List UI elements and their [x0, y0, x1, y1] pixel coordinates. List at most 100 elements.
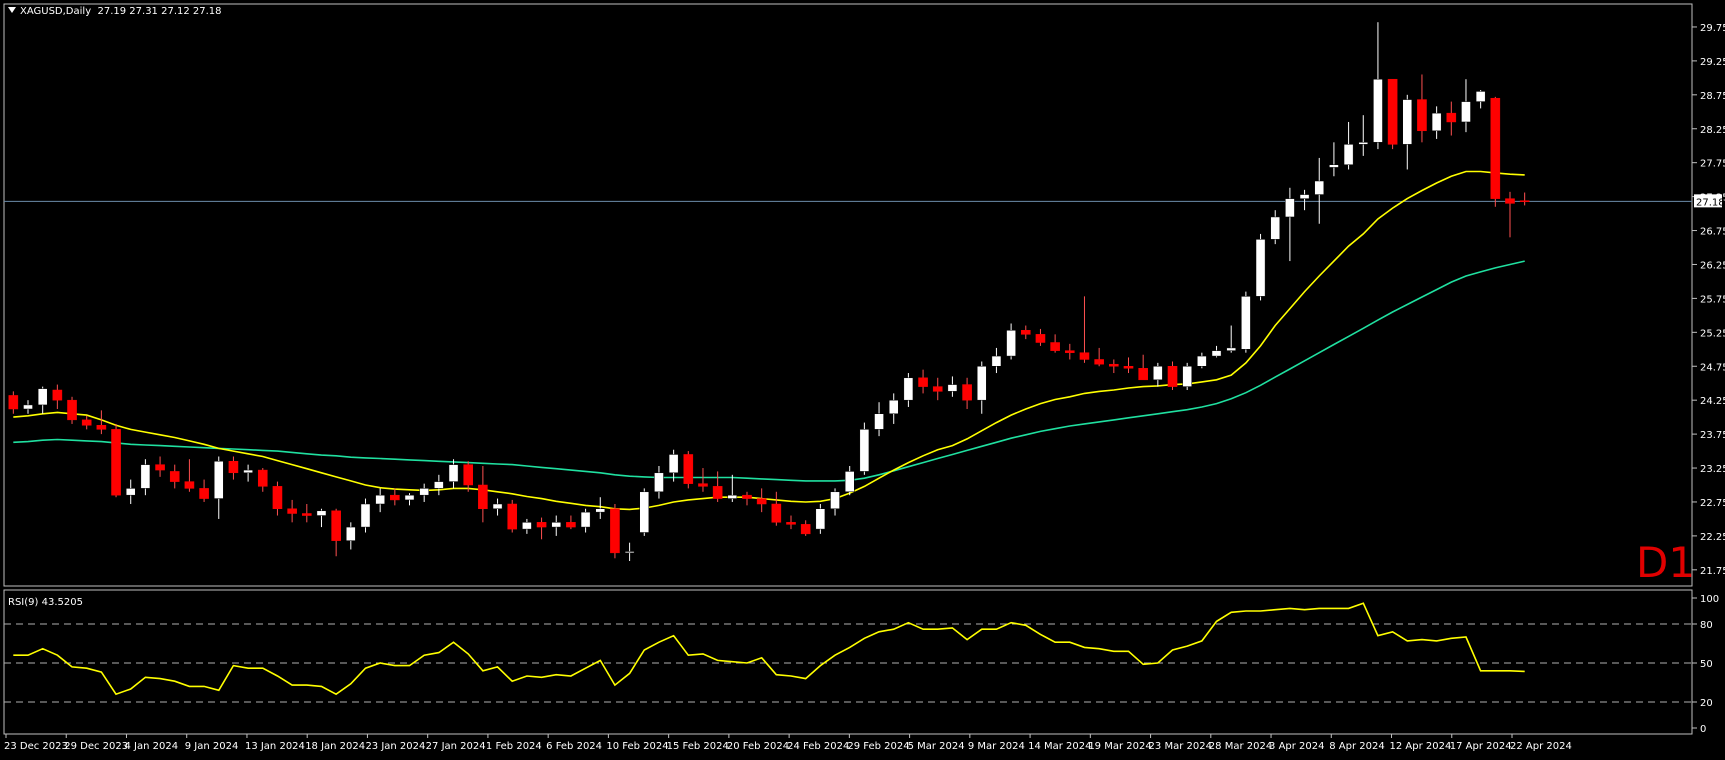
candle-bull: [1475, 91, 1486, 102]
date-tick-label: 23 Mar 2024: [1149, 741, 1212, 752]
rsi-tick-label: 20: [1700, 698, 1713, 709]
candle-bear: [507, 503, 518, 530]
date-tick-label: 8 Apr 2024: [1329, 741, 1384, 752]
candle-bear: [1079, 352, 1090, 360]
price-tick-label: 23.75: [1700, 430, 1725, 441]
date-tick-label: 23 Jan 2024: [365, 741, 425, 752]
candle-bull: [404, 494, 415, 501]
candle-bull: [434, 481, 444, 489]
candle-bear: [1064, 350, 1075, 353]
candle-bear: [331, 510, 341, 541]
date-tick-label: 15 Feb 2024: [667, 741, 729, 752]
candle-bull: [1241, 296, 1251, 350]
candle-bear: [228, 461, 239, 474]
candle-bull: [903, 377, 914, 401]
candle-bull: [947, 384, 958, 392]
candle-bull: [346, 526, 356, 541]
price-tick-label: 21.75: [1700, 566, 1725, 577]
candle-bear: [199, 488, 209, 499]
candle-bear: [1490, 97, 1501, 199]
candle-bull: [23, 404, 33, 410]
rsi-pane-frame: [3, 589, 1693, 735]
candle-bear: [1417, 99, 1427, 132]
candle-bear: [52, 389, 63, 401]
candle-bear: [67, 399, 77, 421]
candle-bear: [610, 508, 620, 554]
date-tick-label: 6 Feb 2024: [546, 741, 602, 752]
date-tick-label: 27 Jan 2024: [426, 741, 486, 752]
price-tick-label: 24.75: [1700, 362, 1725, 373]
date-tick-label: 9 Jan 2024: [185, 741, 239, 752]
candle-bull: [1461, 101, 1471, 123]
date-tick-label: 14 Mar 2024: [1028, 741, 1091, 752]
date-tick-label: 5 Mar 2024: [908, 741, 965, 752]
candle-bear: [478, 484, 488, 509]
price-tick-label: 29.75: [1700, 23, 1725, 34]
candle-bull: [976, 366, 987, 401]
candle-bear: [257, 469, 268, 487]
candle-bull: [654, 472, 664, 493]
candle-bull: [1182, 366, 1192, 387]
date-tick-label: 12 Apr 2024: [1390, 741, 1452, 752]
candle-bull: [1226, 347, 1237, 351]
ma-fast-line: [13, 170, 1525, 511]
candle-bear: [536, 522, 547, 528]
ma-slow-line: [13, 260, 1525, 482]
candle-bull: [1197, 355, 1207, 367]
candle-bull: [375, 494, 385, 505]
date-tick-label: 29 Feb 2024: [847, 741, 909, 752]
date-tick-label: 3 Apr 2024: [1269, 741, 1324, 752]
main-pane-frame: [3, 3, 1693, 587]
candle-bull: [844, 471, 855, 493]
date-tick-label: 29 Dec 2023: [64, 741, 128, 752]
rsi-tick-label: 100: [1700, 594, 1719, 605]
candle-bear: [8, 395, 19, 410]
candle-bull: [140, 464, 151, 489]
candle-bear: [1020, 330, 1031, 335]
last-price-tag: [1694, 194, 1722, 208]
candle-bull: [492, 503, 503, 509]
date-tick-label: 9 Mar 2024: [968, 741, 1025, 752]
candle-bear: [566, 522, 576, 528]
candle-bull: [316, 510, 327, 516]
date-tick-label: 19 Mar 2024: [1088, 741, 1151, 752]
date-tick-label: 10 Feb 2024: [606, 741, 668, 752]
date-tick-label: 28 Mar 2024: [1209, 741, 1272, 752]
candle-bull: [1431, 112, 1442, 132]
candle-bear: [1519, 200, 1530, 202]
candle-bear: [1035, 334, 1046, 343]
candle-bull: [991, 355, 1002, 367]
candle-bull: [419, 488, 429, 496]
candle-bear: [742, 494, 752, 499]
candle-bull: [1314, 180, 1325, 195]
candle-bull: [624, 551, 635, 554]
candle-bear: [169, 471, 180, 482]
candle-bull: [1006, 330, 1016, 357]
candle-bear: [698, 483, 708, 487]
candle-bear: [962, 384, 972, 401]
candle-bull: [1373, 78, 1383, 143]
candle-bull: [1270, 216, 1281, 240]
candle-bear: [96, 425, 107, 430]
candle-bear: [1138, 368, 1148, 381]
candle-bear: [1446, 112, 1457, 123]
date-tick-label: 22 Apr 2024: [1510, 741, 1572, 752]
candle-bear: [1387, 78, 1398, 145]
candle-bear: [1094, 359, 1104, 365]
candle-bull: [1402, 99, 1413, 145]
candle-bear: [1123, 366, 1134, 369]
dropdown-triangle-icon[interactable]: [8, 7, 16, 13]
timeframe-label: D1: [1636, 538, 1696, 587]
date-tick-label: 4 Jan 2024: [124, 741, 178, 752]
date-tick-label: 13 Jan 2024: [245, 741, 305, 752]
candle-bull: [1343, 144, 1354, 165]
price-tick-label: 25.75: [1700, 294, 1725, 305]
price-tick-label: 24.25: [1700, 396, 1725, 407]
candle-bull: [37, 388, 48, 406]
candle-bull: [213, 461, 224, 499]
candle-bear: [771, 503, 782, 523]
candle-bull: [1211, 350, 1222, 357]
candle-bear: [155, 464, 165, 471]
candle-bear: [301, 513, 312, 516]
